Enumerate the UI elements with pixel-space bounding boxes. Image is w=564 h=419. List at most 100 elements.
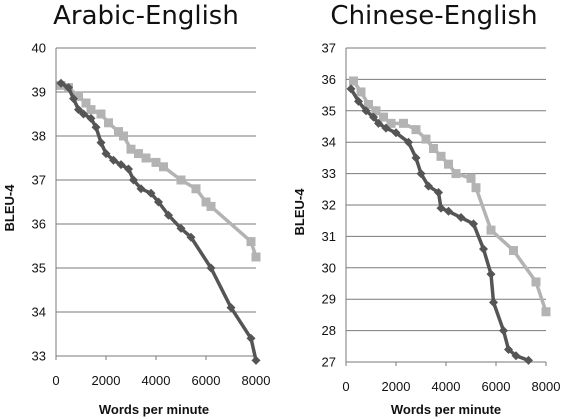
data-point	[191, 184, 201, 194]
data-point	[451, 169, 461, 179]
data-point	[159, 162, 168, 172]
y-tick-label: 33	[32, 349, 46, 364]
data-point	[421, 134, 431, 144]
data-point	[56, 78, 66, 88]
data-point	[206, 201, 216, 211]
data-point	[141, 153, 151, 163]
x-tick-label: 2000	[92, 373, 121, 388]
data-point	[524, 355, 533, 365]
y-axis-label: BLEU-4	[292, 188, 307, 236]
y-tick-label: 37	[322, 41, 336, 56]
data-point	[109, 155, 118, 165]
data-point	[541, 307, 551, 317]
data-point	[251, 355, 261, 365]
y-tick-label: 32	[322, 198, 336, 213]
data-point	[386, 118, 396, 128]
y-tick-label: 38	[32, 129, 46, 144]
data-point	[74, 91, 83, 101]
x-tick-label: 4000	[432, 379, 461, 394]
y-tick-label: 39	[32, 85, 46, 100]
data-point	[429, 143, 438, 153]
data-point	[404, 137, 413, 147]
series-line	[349, 87, 531, 363]
data-point	[246, 333, 256, 343]
y-tick-label: 28	[322, 323, 336, 338]
data-point	[101, 149, 111, 159]
data-point	[154, 197, 163, 207]
data-point	[466, 173, 476, 183]
data-point	[434, 187, 443, 197]
data-point	[186, 232, 196, 242]
y-tick-label: 40	[32, 41, 46, 56]
data-point	[176, 223, 186, 233]
data-point	[81, 98, 91, 108]
data-point	[361, 106, 371, 116]
x-tick-label: 8000	[532, 379, 561, 394]
data-point	[91, 122, 101, 132]
data-point	[371, 106, 381, 116]
data-point	[251, 252, 261, 262]
series-light	[56, 80, 261, 262]
data-point	[479, 244, 488, 254]
data-point	[364, 100, 373, 110]
x-tick-label: 8000	[242, 373, 271, 388]
series-light	[349, 76, 551, 317]
x-axis-label: Words per minute	[391, 402, 501, 417]
x-tick-label: 2000	[382, 379, 411, 394]
data-point	[206, 263, 216, 273]
data-point	[346, 84, 356, 94]
data-point	[201, 197, 211, 207]
data-point	[114, 127, 123, 137]
y-tick-label: 29	[322, 292, 336, 307]
x-tick-label: 6000	[482, 379, 511, 394]
data-point	[356, 87, 366, 97]
data-point	[354, 96, 363, 106]
data-point	[126, 144, 136, 154]
y-tick-label: 31	[322, 229, 336, 244]
y-tick-label: 35	[322, 103, 336, 118]
data-point	[369, 112, 378, 122]
data-point	[486, 269, 496, 279]
data-point	[531, 277, 541, 287]
x-tick-label: 0	[342, 379, 349, 394]
data-point	[116, 160, 126, 170]
chart-title: Chinese-English	[330, 1, 537, 31]
data-point	[444, 206, 453, 216]
y-tick-label: 27	[322, 355, 336, 370]
data-point	[399, 118, 408, 128]
data-point	[504, 344, 513, 354]
x-tick-label: 6000	[192, 373, 221, 388]
data-point	[246, 237, 256, 247]
y-tick-label: 36	[32, 217, 46, 232]
data-point	[74, 105, 83, 115]
y-tick-label: 37	[32, 173, 46, 188]
series-dark	[346, 84, 533, 365]
y-tick-label: 35	[32, 261, 46, 276]
data-point	[379, 112, 388, 122]
data-point	[136, 184, 146, 194]
data-point	[499, 326, 508, 336]
data-point	[471, 183, 481, 193]
data-point	[79, 109, 88, 119]
data-point	[416, 169, 426, 179]
data-point	[164, 210, 173, 220]
data-point	[104, 118, 113, 128]
data-point	[486, 225, 496, 235]
data-point	[374, 118, 383, 128]
data-point	[96, 109, 106, 119]
data-point	[146, 188, 156, 198]
data-point	[64, 83, 73, 93]
data-point	[96, 138, 106, 148]
data-point	[411, 125, 421, 135]
data-point	[124, 164, 133, 174]
series-dark	[56, 78, 261, 365]
data-point	[381, 123, 391, 133]
y-tick-label: 30	[322, 260, 336, 275]
data-point	[436, 203, 446, 213]
x-tick-label: 0	[52, 373, 59, 388]
data-point	[424, 181, 433, 191]
data-point	[69, 94, 78, 104]
y-tick-label: 36	[322, 72, 336, 87]
